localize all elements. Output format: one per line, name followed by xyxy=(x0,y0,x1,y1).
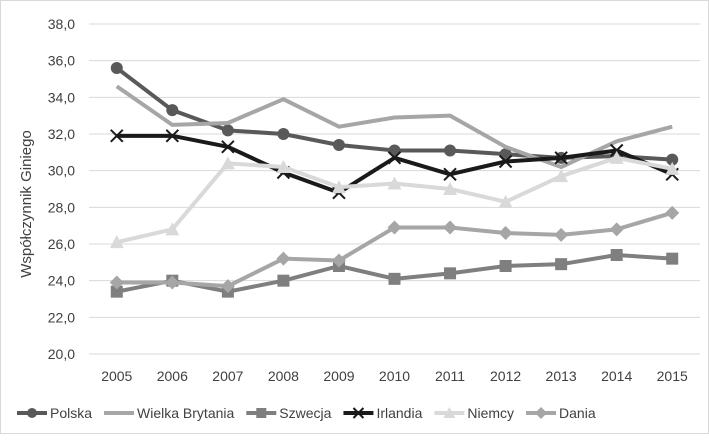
data-point xyxy=(535,407,548,419)
x-tick-label: 2005 xyxy=(101,368,132,384)
series-dania xyxy=(109,205,680,294)
legend: Polska Wielka Brytania Szwecja Irlandia Niem… xyxy=(17,405,596,421)
x-tick-label: 2006 xyxy=(157,368,188,384)
x-tick-label: 2014 xyxy=(601,368,632,384)
series-szwecja xyxy=(110,249,679,298)
data-point xyxy=(331,180,346,194)
y-tick-label: 38,0 xyxy=(48,16,75,32)
x-tick-label: 2007 xyxy=(212,368,243,384)
data-point xyxy=(277,274,290,287)
legend-item: Niemcy xyxy=(434,405,514,421)
data-point xyxy=(256,408,267,418)
y-tick-label: 22,0 xyxy=(48,309,75,325)
data-point xyxy=(443,182,458,195)
data-point xyxy=(443,167,457,182)
legend-label: Wielka Brytania xyxy=(137,405,234,421)
data-point xyxy=(220,156,235,170)
y-axis-ticks: 20,0 22,0 24,0 26,0 28,0 30,0 32,0 34,0 36,0 38,0 xyxy=(48,16,75,362)
legend-label: Irlandia xyxy=(376,405,422,421)
y-tick-label: 32,0 xyxy=(48,126,75,142)
data-point xyxy=(554,227,569,242)
y-tick-label: 36,0 xyxy=(48,53,75,69)
data-point xyxy=(387,151,402,165)
data-point xyxy=(331,253,346,268)
y-tick-label: 26,0 xyxy=(48,236,75,252)
data-point xyxy=(221,124,234,137)
legend-label: Niemcy xyxy=(467,405,514,421)
x-tick-label: 2009 xyxy=(323,368,354,384)
x-tick-label: 2015 xyxy=(657,368,688,384)
y-tick-label: 24,0 xyxy=(48,273,75,289)
x-axis-ticks: 2005 2006 2007 2008 2009 2010 2011 2012 2013 2014… xyxy=(101,368,688,384)
data-point xyxy=(165,222,180,236)
data-point xyxy=(110,62,123,74)
data-point xyxy=(554,151,568,165)
data-point xyxy=(165,275,180,290)
y-tick-label: 20,0 xyxy=(48,346,75,362)
legend-label: Polska xyxy=(50,405,92,421)
data-point xyxy=(498,194,513,208)
data-point xyxy=(443,220,458,235)
data-point xyxy=(165,129,180,143)
data-point xyxy=(387,176,402,190)
data-point xyxy=(109,275,124,290)
data-point xyxy=(554,169,569,183)
gridlines xyxy=(89,23,700,355)
data-point xyxy=(221,140,235,154)
legend-label: Dania xyxy=(559,405,596,421)
data-point xyxy=(555,258,568,271)
legend-item: Dania xyxy=(526,405,596,421)
data-point xyxy=(443,407,456,418)
data-point xyxy=(166,104,179,117)
x-tick-label: 2013 xyxy=(546,368,577,384)
legend-item: Szwecja xyxy=(246,405,332,421)
y-tick-label: 34,0 xyxy=(48,89,75,105)
data-point xyxy=(444,144,457,157)
data-point xyxy=(220,279,235,294)
data-point xyxy=(498,226,513,240)
y-axis-label: Współczynnik Giniego xyxy=(18,130,35,278)
data-point xyxy=(276,160,291,173)
data-point xyxy=(609,143,624,158)
data-point xyxy=(352,407,365,419)
y-tick-label: 28,0 xyxy=(48,199,75,215)
data-point xyxy=(499,260,512,272)
data-point xyxy=(110,129,124,143)
legend-label: Szwecja xyxy=(279,405,331,421)
data-point xyxy=(610,249,623,261)
legend-item: Irlandia xyxy=(343,405,423,421)
data-point xyxy=(276,251,291,266)
data-point xyxy=(332,139,345,151)
series-line xyxy=(115,84,673,169)
x-tick-label: 2010 xyxy=(379,368,410,384)
legend-item: Polska xyxy=(17,405,92,421)
data-point xyxy=(444,267,457,280)
data-point xyxy=(666,153,679,166)
y-tick-label: 30,0 xyxy=(48,163,75,179)
legend-item: Wielka Brytania xyxy=(104,405,235,421)
data-point xyxy=(666,252,679,265)
series-niemcy xyxy=(109,150,680,249)
x-tick-label: 2012 xyxy=(490,368,521,384)
data-point xyxy=(387,220,402,235)
data-point xyxy=(109,235,124,249)
data-point xyxy=(277,128,290,140)
data-point xyxy=(498,154,513,169)
series-group xyxy=(109,62,680,298)
series-wielka-brytania xyxy=(115,84,673,169)
data-point xyxy=(388,272,401,285)
data-point xyxy=(609,150,624,164)
x-tick-label: 2008 xyxy=(268,368,299,384)
data-point xyxy=(27,408,37,418)
data-point xyxy=(609,222,624,237)
data-point xyxy=(665,161,680,175)
x-tick-label: 2011 xyxy=(435,368,465,384)
data-point xyxy=(665,205,680,220)
data-point xyxy=(110,285,123,298)
